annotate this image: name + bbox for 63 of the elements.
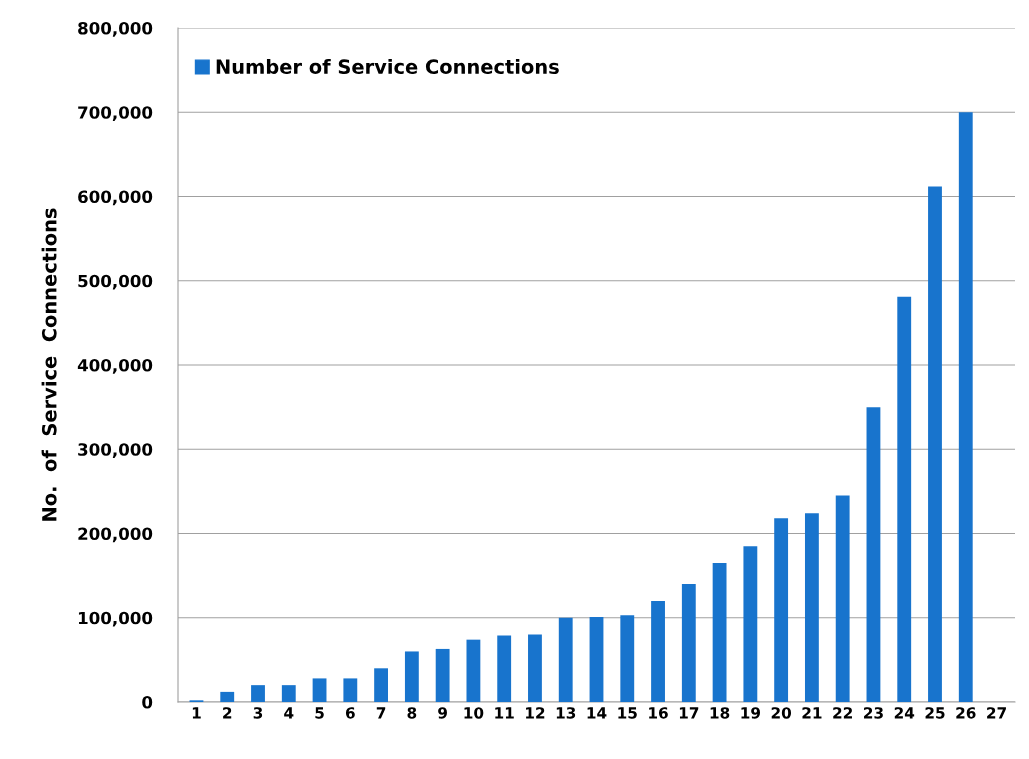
y-tick-label: 400,000 bbox=[77, 358, 153, 374]
x-tick-label: 12 bbox=[526, 707, 545, 719]
bar bbox=[251, 685, 265, 702]
bar bbox=[804, 513, 819, 702]
x-tick-label: 17 bbox=[679, 707, 699, 719]
x-tick-label: 13 bbox=[556, 707, 576, 719]
bar bbox=[312, 678, 327, 702]
bar bbox=[743, 546, 758, 702]
x-tick-label: 6 bbox=[345, 707, 355, 719]
legend-label: Number of Service Connections bbox=[216, 58, 559, 75]
x-tick-label: 18 bbox=[710, 707, 730, 719]
x-tick-label: 26 bbox=[956, 707, 976, 719]
bar bbox=[897, 296, 912, 702]
y-tick-label: 0 bbox=[142, 695, 153, 709]
bar bbox=[466, 639, 481, 702]
bar bbox=[681, 584, 696, 702]
x-tick-label: 2 bbox=[223, 707, 232, 719]
x-tick-label: 24 bbox=[894, 707, 915, 719]
bar bbox=[958, 112, 973, 702]
x-tick-label: 22 bbox=[833, 707, 852, 719]
bar bbox=[558, 617, 573, 702]
x-tick-label: 8 bbox=[407, 707, 417, 719]
x-tick-label: 3 bbox=[253, 707, 263, 719]
x-tick-label: 20 bbox=[771, 707, 792, 719]
x-tick-label: 7 bbox=[376, 707, 386, 719]
x-tick-label: 9 bbox=[438, 707, 447, 719]
bar bbox=[835, 495, 850, 702]
y-tick-label: 200,000 bbox=[78, 527, 153, 543]
y-tick-label: 800,000 bbox=[78, 21, 153, 37]
y-tick-label: 700,000 bbox=[78, 106, 153, 121]
x-tick-label: 14 bbox=[587, 707, 607, 719]
x-tick-label: 16 bbox=[649, 707, 668, 719]
bar bbox=[374, 668, 389, 702]
bar bbox=[712, 562, 727, 702]
y-tick-label: 100,000 bbox=[78, 611, 153, 627]
x-tick-label: 10 bbox=[464, 707, 484, 719]
y-tick-label: 600,000 bbox=[78, 190, 153, 206]
bar bbox=[404, 651, 419, 702]
bar bbox=[928, 186, 942, 702]
bar bbox=[281, 685, 296, 702]
x-tick-label: 1 bbox=[192, 707, 201, 719]
bar bbox=[620, 615, 635, 702]
y-tick-label: 500,000 bbox=[78, 274, 153, 290]
bar bbox=[866, 407, 881, 702]
bar bbox=[497, 635, 512, 702]
bar bbox=[435, 648, 450, 702]
bar bbox=[774, 518, 789, 702]
y-tick-label: 300,000 bbox=[78, 443, 153, 458]
x-tick-label: 11 bbox=[495, 707, 514, 719]
bar bbox=[651, 600, 665, 702]
x-tick-label: 15 bbox=[618, 707, 637, 719]
x-tick-label: 23 bbox=[864, 707, 883, 719]
bar bbox=[220, 691, 235, 702]
x-tick-label: 19 bbox=[741, 707, 761, 719]
bar bbox=[589, 616, 604, 702]
x-tick-label: 25 bbox=[925, 707, 945, 719]
bar bbox=[528, 634, 542, 702]
bar bbox=[343, 678, 358, 702]
x-tick-label: 4 bbox=[284, 707, 294, 719]
x-tick-label: 27 bbox=[987, 707, 1006, 719]
x-tick-label: 21 bbox=[802, 707, 822, 719]
x-tick-label: 5 bbox=[315, 707, 324, 719]
y-axis-title: No. of Service Connections bbox=[41, 208, 57, 521]
